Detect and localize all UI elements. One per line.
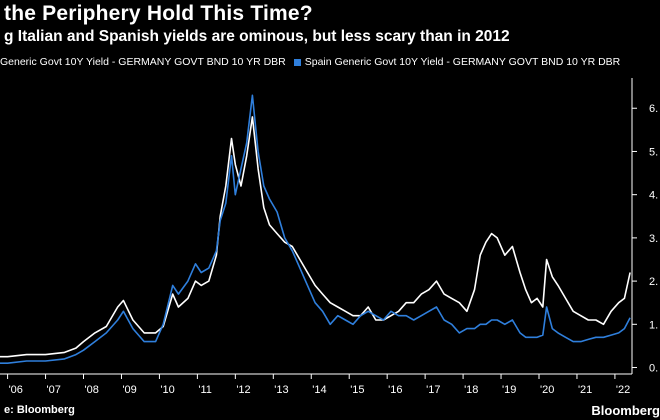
legend-item-spain: Spain Generic Govt 10Y Yield - GERMANY G… (293, 56, 621, 68)
x-tick-label: '11 (198, 384, 212, 396)
x-tick-label: '09 (122, 384, 136, 396)
y-tick-label: 2. (649, 276, 658, 288)
brand-logo: Bloomberg (591, 403, 660, 418)
x-tick-label: '19 (502, 384, 516, 396)
y-tick-label: 0. (649, 363, 658, 375)
legend-label-spain: Spain Generic Govt 10Y Yield - GERMANY G… (304, 56, 621, 68)
x-tick-label: '22 (616, 384, 630, 396)
y-tick-label: 3. (649, 233, 658, 245)
y-tick-label: 4. (649, 190, 658, 202)
legend-item-italy: Generic Govt 10Y Yield - GERMANY GOVT BN… (0, 56, 286, 68)
x-tick-label: '10 (160, 384, 174, 396)
x-tick-label: '12 (236, 384, 250, 396)
legend: Generic Govt 10Y Yield - GERMANY GOVT BN… (0, 56, 628, 68)
x-tick-label: '07 (47, 384, 61, 396)
x-tick-label: '08 (85, 384, 99, 396)
x-tick-label: '18 (464, 384, 478, 396)
y-tick-label: 1. (649, 319, 658, 331)
x-tick-label: '20 (540, 384, 554, 396)
y-tick-label: 5. (649, 146, 658, 158)
chart-subtitle: g Italian and Spanish yields are ominous… (4, 28, 510, 45)
source-note: e: Bloomberg (4, 404, 75, 416)
series-line-italy (0, 116, 631, 358)
x-tick-label: '15 (350, 384, 364, 396)
y-tick-label: 6. (649, 103, 658, 115)
series-line-spain (0, 94, 631, 364)
legend-label-italy: Generic Govt 10Y Yield - GERMANY GOVT BN… (0, 56, 286, 68)
chart-title: the Periphery Hold This Time? (4, 2, 313, 25)
plot-area (0, 94, 631, 364)
legend-swatch-spain (293, 58, 301, 66)
x-tick-label: '13 (274, 384, 288, 396)
x-tick-label: '06 (9, 384, 23, 396)
axes: '06 '07 '08 '09 '10 '11 '12 '13 '14 '15 '16 '17 '18 '… (0, 78, 658, 396)
x-tick-label: '16 (388, 384, 402, 396)
x-tick-label: '21 (578, 384, 592, 396)
x-tick-label: '14 (312, 384, 326, 396)
x-tick-label: '17 (426, 384, 440, 396)
